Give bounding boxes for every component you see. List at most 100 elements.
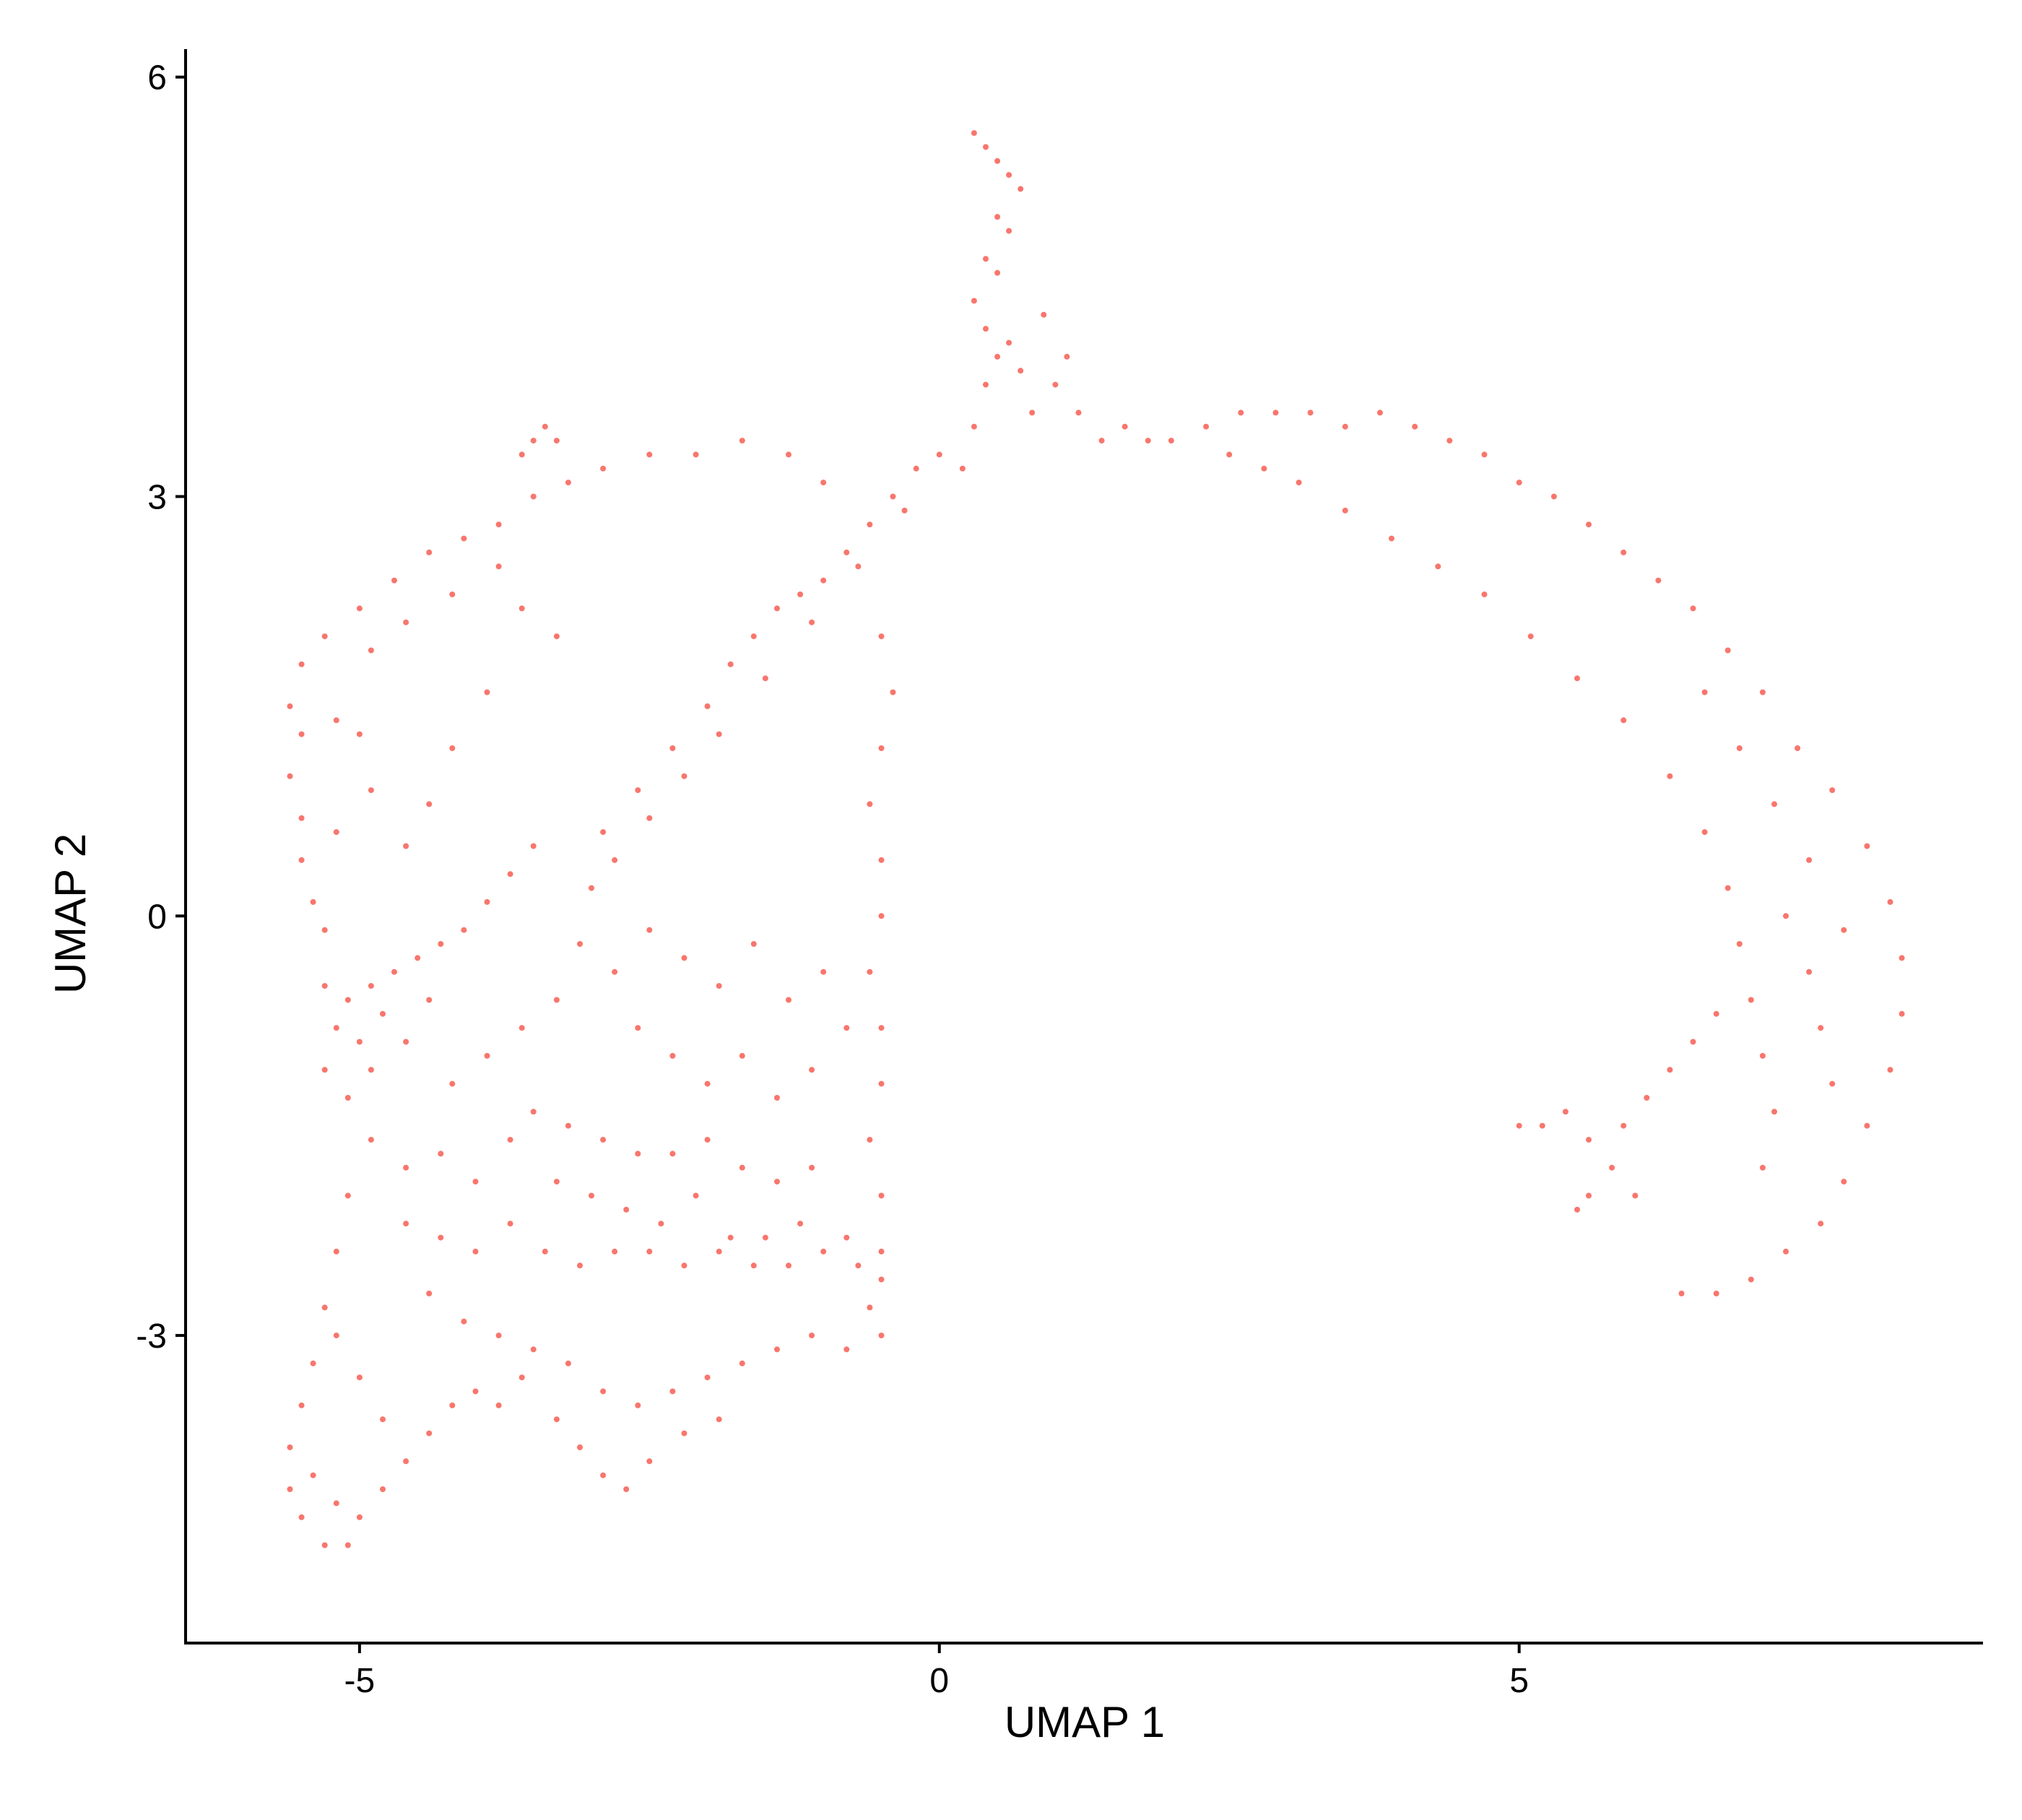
scatter-point [623,1486,630,1492]
scatter-point [438,1150,444,1157]
scatter-point [518,605,525,612]
scatter-point [762,1234,768,1241]
scatter-point [809,619,815,625]
scatter-point [843,549,850,555]
scatter-point [669,1150,676,1157]
scatter-point [878,1332,885,1339]
scatter-point [855,563,862,570]
scatter-point [786,451,791,458]
scatter-point [878,1080,885,1087]
scatter-point [495,1332,502,1339]
scatter-point [739,1360,745,1366]
scatter-point [321,1067,328,1073]
scatter-point [1586,1192,1592,1199]
scatter-point [1841,927,1847,933]
scatter-point [484,898,490,905]
y-tick-label: -3 [136,1317,167,1356]
scatter-point [1678,1291,1685,1296]
scatter-point [646,1458,653,1465]
scatter-point [495,563,502,570]
scatter-point [1818,1025,1824,1031]
scatter-point [287,1444,293,1450]
scatter-point [1771,801,1777,807]
scatter-point [1098,438,1105,444]
scatter-point [449,1402,456,1408]
scatter-point [1017,186,1024,192]
scatter-point [994,214,1001,220]
scatter-point [333,829,339,836]
scatter-point [1899,1010,1905,1017]
scatter-point [809,1164,815,1171]
scatter-point [612,857,618,863]
scatter-point [855,1262,862,1269]
scatter-point [530,843,537,849]
scatter-point [1620,717,1627,724]
scatter-point [1527,633,1534,640]
scatter-point [867,1304,873,1311]
scatter-point [1748,1276,1754,1283]
scatter-point [1829,787,1836,794]
scatter-point [994,269,1001,276]
scatter-point [727,661,734,667]
scatter-point [333,1500,339,1507]
scatter-point [553,997,560,1003]
scatter-point [368,983,374,989]
scatter-point [1736,745,1743,751]
scatter-point [1899,955,1905,961]
scatter-point [774,1179,780,1185]
scatter-point [1713,1010,1719,1017]
scatter-point [530,1109,537,1115]
scatter-point [681,773,687,779]
scatter-point [1238,410,1244,416]
scatter-point [878,633,885,640]
y-tick-label: 3 [147,479,167,517]
scatter-point [380,1486,386,1492]
scatter-point [507,871,513,878]
scatter-point [1609,1164,1615,1171]
scatter-point [403,619,409,625]
scatter-point [820,577,827,584]
scatter-point [530,493,537,500]
scatter-point [1389,535,1394,542]
scatter-point [553,1179,560,1185]
scatter-point [333,1248,339,1254]
scatter-point [809,1332,815,1339]
scatter-point [1006,172,1012,178]
scatter-point [600,829,607,836]
scatter-point [1342,507,1348,514]
scatter-point [1829,1080,1836,1087]
scatter-point [762,675,768,682]
scatter-point [1052,381,1059,388]
scatter-point [321,1542,328,1548]
scatter-point [774,1095,780,1101]
scatter-point [298,1514,305,1520]
scatter-point [577,941,583,947]
scatter-point [577,1444,583,1450]
scatter-point [878,857,885,863]
scatter-point [1550,493,1557,500]
scatter-point [589,885,594,891]
scatter-point [878,1025,885,1031]
scatter-point [298,1402,305,1408]
scatter-point [1203,423,1210,430]
scatter-point [867,801,873,807]
scatter-point [612,968,618,975]
scatter-point [867,521,873,528]
scatter-point [1806,857,1813,863]
scatter-point [380,1010,386,1017]
scatter-point [287,773,293,779]
scatter-point [1818,1221,1824,1227]
scatter-point [843,1025,850,1031]
scatter-point [739,438,745,444]
scatter-point [797,1221,804,1227]
scatter-point [693,451,699,458]
scatter-point [983,326,989,332]
scatter-point [1759,1164,1766,1171]
scatter-point [426,997,433,1003]
scatter-point [321,983,328,989]
scatter-point [878,1276,885,1283]
scatter-point [1121,423,1128,430]
scatter-point [623,1206,630,1213]
scatter-point [403,843,409,849]
